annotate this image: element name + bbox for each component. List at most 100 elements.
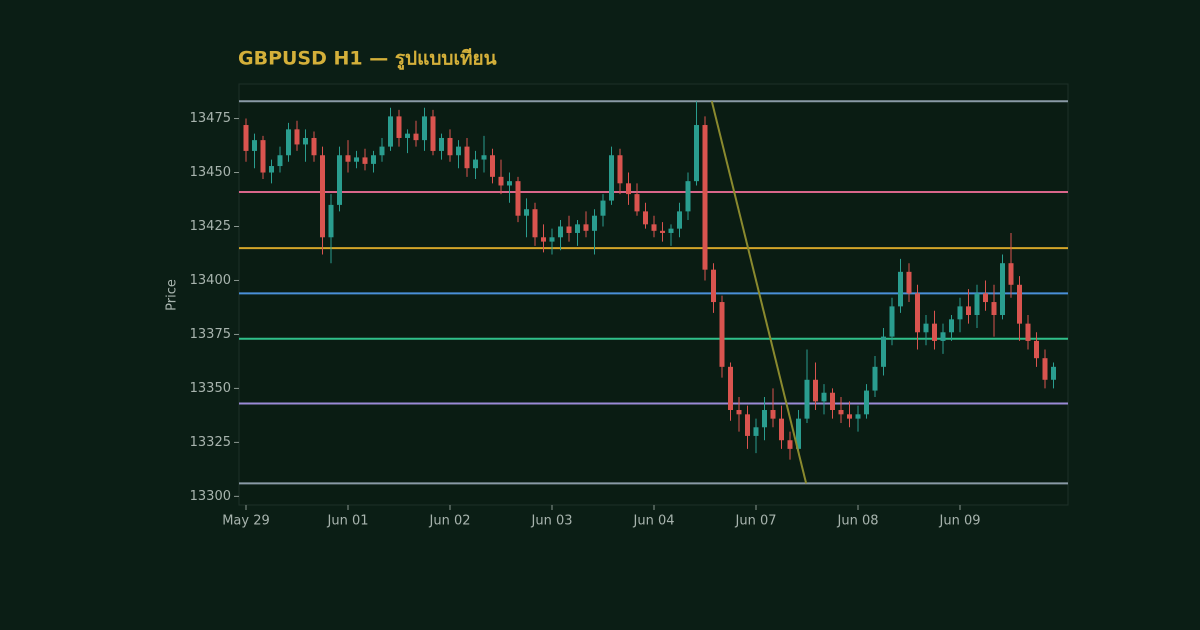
candle-body bbox=[915, 293, 920, 333]
candle-body bbox=[728, 366, 733, 411]
x-tick-label: Jun 04 bbox=[633, 514, 675, 529]
candle-body bbox=[668, 228, 674, 233]
candle-body bbox=[575, 224, 580, 233]
candle-body bbox=[889, 306, 895, 337]
candle-body bbox=[396, 116, 402, 138]
candle-body bbox=[983, 293, 988, 303]
candle-body bbox=[439, 137, 444, 151]
y-axis-label: Price bbox=[165, 279, 180, 311]
candle-body bbox=[447, 137, 453, 156]
candle-body bbox=[906, 271, 912, 294]
candle-body bbox=[855, 414, 861, 419]
candle-body bbox=[498, 176, 504, 186]
candle-body bbox=[609, 155, 614, 201]
x-tick-label: Jun 08 bbox=[837, 514, 879, 529]
candle-body bbox=[685, 181, 691, 212]
candle-body bbox=[481, 155, 487, 160]
candle-body bbox=[779, 418, 784, 441]
x-tick-label: Jun 01 bbox=[327, 514, 369, 529]
candle-body bbox=[651, 224, 657, 231]
y-tick-label: 13450 bbox=[190, 165, 231, 180]
candle-body bbox=[753, 427, 759, 436]
candle-body bbox=[592, 215, 597, 231]
candle-body bbox=[1008, 263, 1014, 285]
candle-body bbox=[745, 414, 750, 436]
x-tick-label: Jun 02 bbox=[429, 514, 471, 529]
candle-body bbox=[490, 155, 495, 177]
candle-body bbox=[787, 440, 793, 449]
x-tick-label: May 29 bbox=[222, 514, 270, 529]
candle-body bbox=[974, 293, 980, 316]
candle-body bbox=[277, 155, 283, 167]
candle-body bbox=[830, 392, 835, 411]
candle-body bbox=[337, 155, 342, 205]
candle-body bbox=[558, 226, 563, 238]
candle-body bbox=[303, 137, 308, 145]
candle-body bbox=[328, 204, 334, 238]
candle-body bbox=[932, 323, 937, 341]
candle-body bbox=[252, 140, 257, 151]
candle-body bbox=[600, 200, 606, 216]
y-tick-label: 13425 bbox=[190, 219, 231, 234]
candle-body bbox=[762, 410, 767, 428]
candle-body bbox=[541, 237, 546, 242]
candle-body bbox=[796, 418, 801, 449]
candle-body bbox=[515, 181, 521, 216]
candle-body bbox=[864, 390, 869, 415]
y-tick-label: 13475 bbox=[190, 111, 231, 126]
candle-body bbox=[524, 209, 529, 216]
candle-body bbox=[634, 194, 640, 212]
candle-body bbox=[702, 125, 708, 270]
x-tick-label: Jun 07 bbox=[735, 514, 777, 529]
candle-body bbox=[847, 414, 852, 419]
candle-body bbox=[660, 230, 665, 233]
candle-body bbox=[371, 155, 376, 164]
candle-body bbox=[821, 392, 827, 402]
candle-body bbox=[473, 159, 478, 169]
candle-body bbox=[532, 209, 538, 238]
candle-body bbox=[243, 125, 249, 151]
candle-body bbox=[1025, 323, 1031, 341]
candle-body bbox=[804, 379, 810, 419]
candle-body bbox=[311, 137, 317, 156]
candle-body bbox=[770, 410, 776, 419]
candle-body bbox=[583, 224, 589, 231]
candle-body bbox=[294, 129, 300, 145]
y-tick-label: 13400 bbox=[190, 273, 231, 288]
candle-body bbox=[354, 157, 359, 162]
chart-title: GBPUSD H1 — รูปแบบเทียน bbox=[238, 48, 497, 71]
candle-body bbox=[694, 125, 699, 182]
candle-body bbox=[566, 226, 572, 233]
candle-body bbox=[617, 155, 623, 184]
y-tick-label: 13325 bbox=[190, 435, 231, 450]
candle-body bbox=[1042, 358, 1048, 380]
candle-body bbox=[736, 410, 742, 415]
candle-body bbox=[1051, 366, 1056, 380]
candle-body bbox=[362, 157, 368, 164]
candle-body bbox=[957, 306, 963, 320]
trend-line bbox=[710, 101, 808, 484]
candle-body bbox=[260, 140, 266, 173]
candle-body bbox=[626, 183, 631, 195]
candle-body bbox=[379, 146, 385, 156]
candle-body bbox=[430, 116, 436, 151]
y-tick-label: 13300 bbox=[190, 489, 231, 504]
candle-body bbox=[388, 116, 393, 147]
y-tick-label: 13375 bbox=[190, 327, 231, 342]
x-tick-label: Jun 09 bbox=[939, 514, 981, 529]
candle-body bbox=[923, 323, 929, 333]
candle-body bbox=[940, 332, 946, 341]
candle-body bbox=[881, 336, 886, 367]
x-tick-label: Jun 03 bbox=[531, 514, 573, 529]
candle-body bbox=[991, 302, 997, 316]
candle-body bbox=[345, 155, 351, 162]
candle-body bbox=[549, 237, 555, 242]
candle-body bbox=[422, 116, 427, 141]
candle-body bbox=[1000, 263, 1005, 316]
y-tick-label: 13350 bbox=[190, 381, 231, 396]
candle-body bbox=[507, 181, 512, 186]
candle-body bbox=[456, 146, 461, 156]
candle-body bbox=[966, 306, 971, 316]
candle-body bbox=[320, 155, 325, 238]
candle-body bbox=[677, 211, 682, 229]
